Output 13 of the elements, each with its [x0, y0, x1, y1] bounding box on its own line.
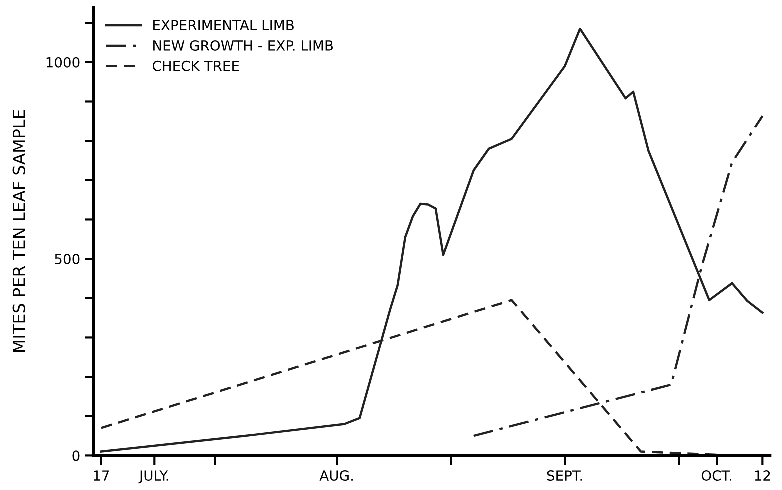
x-tick-label: 12 — [755, 470, 770, 481]
y-tick-label: 1000 — [46, 57, 80, 68]
y-tick-label: 0 — [72, 450, 80, 462]
x-tick-label: AUG. — [320, 470, 353, 482]
legend-label: EXPERIMENTAL LIMB — [154, 20, 294, 30]
x-tick-label: OCT. — [702, 470, 732, 482]
x-tick-label: SEPT. — [547, 470, 582, 482]
y-tick-label: 500 — [55, 254, 80, 265]
x-tick-label: 17 — [94, 470, 110, 481]
y-axis-title: MITES PER TEN LEAF SAMPLE — [12, 110, 26, 352]
legend-label: NEW GROWTH - EXP. LIMB — [154, 40, 334, 51]
legend-label: CHECK TREE — [152, 60, 240, 72]
x-tick-label: JULY. — [138, 470, 168, 484]
